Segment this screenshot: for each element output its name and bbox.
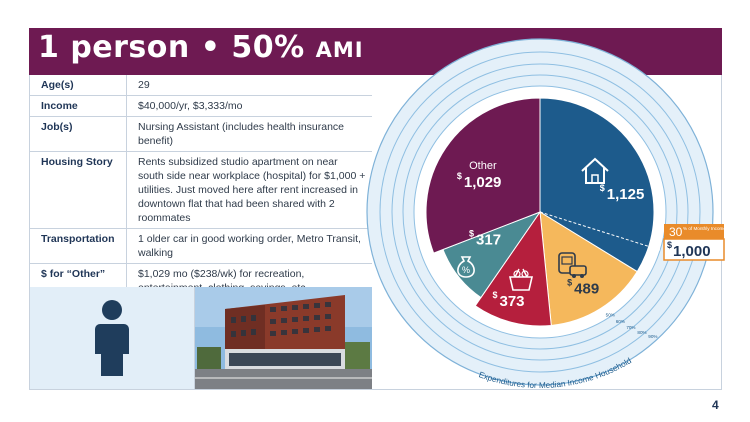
ring-percent-label: 70%	[626, 325, 635, 330]
ring-percent-label: 60%	[616, 319, 625, 324]
slice-housing	[539, 97, 655, 273]
ring-percent-label: 90%	[648, 334, 657, 339]
table-row: Income $40,000/yr, $3,333/mo	[30, 95, 372, 117]
money-bag-icon: %	[457, 256, 475, 278]
page-number: 4	[712, 398, 719, 412]
row-label: Housing Story	[30, 151, 127, 229]
row-value: 1 older car in good working order, Metro…	[126, 228, 372, 264]
slice-currency: $	[457, 171, 462, 181]
table-row: Age(s) 29	[30, 75, 372, 96]
slice-other	[425, 97, 541, 254]
slice-title: Other	[469, 160, 497, 172]
slice-currency: $	[493, 290, 498, 300]
table-row: Housing Story Rents subsidized studio apa…	[30, 151, 372, 229]
ring	[391, 63, 689, 361]
building-photo	[195, 287, 372, 389]
slice-value: 317	[476, 231, 501, 248]
table-row: Transportation 1 older car in good workin…	[30, 228, 372, 264]
slice-currency: $	[469, 228, 474, 238]
row-label: Transportation	[30, 228, 127, 264]
ring-percent-label: 50%	[606, 313, 615, 318]
page-title: 1 person • 50% AMI	[38, 30, 364, 65]
row-value: Nursing Assistant (includes health insur…	[126, 116, 372, 152]
slice-transportation	[539, 211, 638, 326]
profile-table: Age(s) 29 Income $40,000/yr, $3,333/mo Job…	[30, 75, 372, 299]
callout-amount: 1,000	[673, 243, 711, 260]
person-panel	[30, 287, 195, 389]
row-label: Income	[30, 95, 127, 117]
ring-percent-label: 80%	[637, 330, 646, 335]
image-row	[30, 287, 372, 389]
callout-percent-note: % of Monthly Income	[683, 226, 726, 231]
ring	[379, 51, 701, 373]
slice-value: 373	[500, 293, 525, 310]
slice-value: 1,029	[464, 174, 502, 191]
ring	[402, 74, 678, 350]
callout-percent: 30	[669, 225, 683, 239]
person-icon	[95, 300, 129, 376]
food-basket-icon	[508, 268, 534, 291]
svg-text:$: $	[667, 240, 672, 250]
row-value: 29	[126, 75, 372, 96]
slice-currency: $	[600, 183, 605, 193]
slice-value: 1,125	[607, 186, 645, 203]
slice-currency: $	[567, 277, 572, 287]
slice-food	[474, 210, 552, 327]
row-label: Age(s)	[30, 75, 127, 96]
bus-car-icon	[558, 252, 587, 278]
row-value: Rents subsidized studio apartment on nea…	[126, 151, 372, 229]
housing-budget-callout: 30 % of Monthly Income $ 1,000	[663, 224, 726, 261]
row-label: Job(s)	[30, 116, 127, 152]
svg-text:%: %	[462, 265, 470, 275]
row-value: $40,000/yr, $3,333/mo	[126, 95, 372, 117]
house-icon	[581, 157, 609, 184]
slice-value: 489	[574, 280, 599, 297]
table-row: Job(s) Nursing Assistant (includes health…	[30, 116, 372, 152]
